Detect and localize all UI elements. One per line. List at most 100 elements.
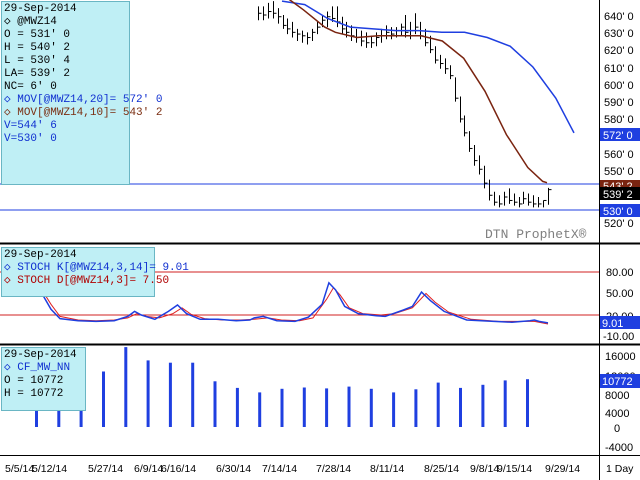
price-bar — [297, 28, 301, 41]
price-bar — [273, 1, 277, 19]
info-open: O = 531' 0 — [4, 29, 71, 41]
volume-bar — [503, 380, 507, 427]
price-bar — [327, 11, 331, 28]
ma10-line — [288, 0, 548, 184]
price-bar — [440, 54, 444, 69]
volume-bar — [102, 371, 105, 427]
stoch-d-line — [41, 286, 549, 325]
volume-bar — [347, 386, 351, 427]
price-bar — [509, 188, 513, 204]
volume-bar — [235, 387, 239, 427]
volume-tick: 4000 — [605, 408, 629, 420]
stoch-tag-bg — [600, 316, 640, 329]
price-tick: 640' 0 — [604, 11, 634, 23]
x-tick-label: 7/14/14 — [262, 463, 297, 475]
ma20-tag-bg — [600, 128, 640, 141]
volume-bar — [392, 392, 396, 427]
volume-bar — [191, 362, 195, 427]
last-price-tag: 539' 2 — [603, 189, 633, 201]
price-bar — [312, 28, 316, 41]
price-bar — [435, 46, 439, 64]
volume-tick: 16000 — [605, 351, 636, 363]
price-bar — [401, 23, 405, 36]
price-bar — [460, 96, 464, 123]
stoch-k-tag: 9.01 — [602, 318, 623, 330]
x-tick-label: 9/15/14 — [497, 463, 532, 475]
volume-info-box: 29-Sep-2014 ◇ CF_MW_NN O = 10772 H = 107… — [1, 347, 86, 411]
stoch-tick: 50.00 — [606, 288, 634, 300]
price-bar — [268, 2, 272, 19]
price-tick: 520' 0 — [604, 218, 634, 230]
x-tick-label: 5/5/14 — [5, 463, 34, 475]
price-bar — [302, 30, 306, 43]
volume-bar — [258, 392, 262, 427]
price-bar — [523, 191, 527, 204]
x-tick-label: 6/30/14 — [216, 463, 251, 475]
stoch-tick: -10.00 — [603, 331, 634, 343]
hline-tag: 530' 0 — [603, 206, 633, 218]
price-tick: 620' 0 — [604, 45, 634, 57]
x-tick-label: 9/29/14 — [545, 463, 580, 475]
price-bar — [533, 195, 537, 208]
price-tick: 630' 0 — [604, 28, 634, 40]
price-bar — [474, 145, 478, 166]
price-bar — [317, 21, 321, 35]
price-bar — [548, 187, 552, 205]
x-tick-label: 6/16/14 — [161, 463, 196, 475]
volume-bar — [436, 382, 440, 427]
x-tick-label: 7/28/14 — [316, 463, 351, 475]
volume-tick: 0 — [614, 423, 620, 435]
price-bars — [258, 1, 552, 208]
price-bar — [307, 32, 311, 45]
volume-tick: 8000 — [605, 390, 629, 402]
volume-info-symbol: ◇ CF_MW_NN — [4, 362, 71, 374]
price-bar — [504, 191, 508, 206]
volume-bar — [481, 384, 485, 427]
price-bar — [499, 195, 503, 208]
info-high: H = 540' 2 — [4, 42, 71, 54]
volume-bars — [35, 347, 529, 427]
price-info-box: 29-Sep-2014 ◇ @MWZ14 O = 531' 0 H = 540'… — [1, 1, 162, 185]
price-bar — [484, 165, 488, 189]
volume-bar — [168, 362, 172, 427]
volume-tag-bg — [600, 374, 640, 388]
price-bar — [258, 6, 262, 21]
price-tick: 550' 0 — [604, 166, 634, 178]
info-v2: V=530' 0 — [4, 133, 57, 145]
price-tick: 610' 0 — [604, 63, 634, 75]
volume-bar — [146, 360, 150, 427]
price-bar — [489, 179, 493, 201]
volume-info-date: 29-Sep-2014 — [4, 349, 77, 361]
x-tick-label: 6/9/14 — [134, 463, 163, 475]
x-tick-label: 8/11/14 — [370, 463, 404, 475]
price-bar — [469, 131, 473, 152]
stoch-info-d: ◇ STOCH D[@MWZ14,3]= 7.50 — [4, 275, 170, 287]
price-bar — [519, 197, 523, 208]
volume-bar — [526, 379, 529, 427]
price-bar — [528, 193, 532, 206]
x-tick-label: 8/25/14 — [424, 463, 459, 475]
price-tick: 590' 0 — [604, 97, 634, 109]
watermark: DTN ProphetX® — [485, 227, 587, 242]
price-tick: 560' 0 — [604, 149, 634, 161]
price-bar — [287, 18, 291, 35]
price-bar — [332, 6, 336, 22]
volume-info-open: O = 10772 — [4, 375, 64, 387]
last-tag-bg — [600, 187, 640, 200]
price-bar — [283, 15, 287, 29]
volume-bar — [369, 388, 373, 427]
info-net-change: NC= 6' 0 — [4, 81, 57, 93]
price-bar — [376, 32, 380, 47]
ma20-line — [281, 0, 575, 134]
stoch-info-date: 29-Sep-2014 — [4, 249, 77, 261]
volume-bar — [414, 389, 418, 427]
x-tick-label: 5/12/14 — [32, 463, 67, 475]
info-date: 29-Sep-2014 — [4, 3, 77, 15]
ma20-tag: 572' 0 — [603, 130, 633, 142]
volume-bar — [280, 388, 284, 427]
price-bar — [405, 15, 409, 38]
price-bar — [514, 193, 518, 206]
x-tick-label: 9/8/14 — [470, 463, 499, 475]
price-bar — [342, 16, 346, 35]
